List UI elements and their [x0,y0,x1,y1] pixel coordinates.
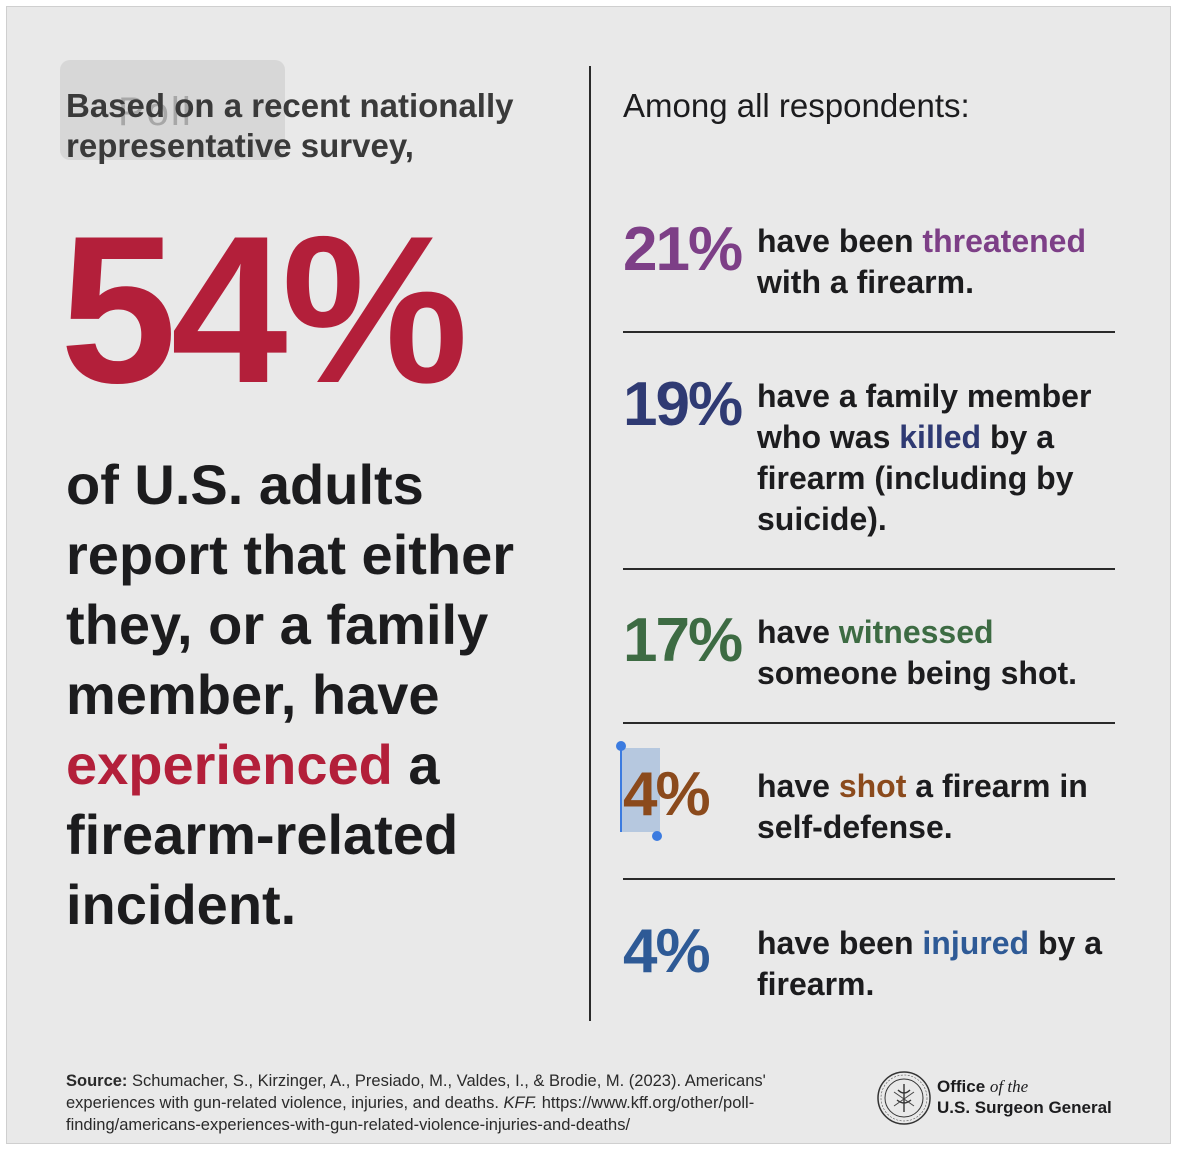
stat-percent[interactable]: 4% [623,760,711,829]
infographic-card [6,6,1171,1144]
stat-text: have a family member who was killed by a… [757,376,1117,540]
stat-text: have witnessed someone being shot. [757,612,1117,694]
stat-text-highlight: injured [922,925,1030,961]
source-label: Source: [66,1072,128,1090]
stat-text-highlight: killed [899,419,982,455]
stat-text-post: someone being shot. [757,655,1078,691]
among-title: Among all respondents: [623,87,970,124]
statement-after: a firearm-related incident. [66,733,459,936]
stat-text: have been threatened with a firearm. [757,221,1117,303]
stat-percent: 17% [623,606,743,675]
source-text: Schumacher, S., Kirzinger, A., Presiado,… [66,1072,766,1112]
office-line1: Office [937,1077,986,1096]
stat-text-post: by a firearm (including by suicide). [757,419,1074,537]
headline-statement: of U.S. adults report that either they, … [66,450,566,940]
stat-divider [623,878,1115,880]
stat-text-highlight: threatened [922,223,1086,259]
source-citation: Source: Schumacher, S., Kirzinger, A., P… [66,1070,846,1136]
stat-percent: 21% [623,215,743,284]
office-line1-small: of the [989,1077,1029,1096]
popup-overlay-text: Poll [118,90,193,134]
text-selection-highlight[interactable] [620,748,660,832]
stat-text-highlight: shot [838,768,907,804]
intro-text: Based on a recent nationally representat… [66,87,514,164]
stat-divider [623,722,1115,724]
stat-percent: 19% [623,370,743,439]
selection-start-handle[interactable] [616,741,626,751]
vertical-divider [589,66,591,1021]
office-logo-text: Office of the U.S. Surgeon General [937,1076,1112,1118]
stat-text-highlight: witnessed [838,614,994,650]
stat-text-pre: have a family member who was [757,378,1092,455]
source-url[interactable]: https://www.kff.org/other/poll-finding/a… [66,1094,755,1134]
stat-text-pre: have been [757,925,914,961]
stat-text-pre: have been [757,223,914,259]
selection-end-handle[interactable] [652,831,662,841]
stat-text-post: by a firearm. [757,925,1102,1002]
stat-text: have been injured by a firearm. [757,923,1117,1005]
stat-text-post: a firearm in self-defense. [757,768,1088,845]
statement-highlight: experienced [66,733,393,796]
surgeon-general-seal-icon [877,1071,931,1125]
stat-text-pre: have [757,768,830,804]
stat-divider [623,331,1115,333]
source-publisher: KFF. [503,1094,538,1112]
office-line2: U.S. Surgeon General [937,1098,1112,1117]
popup-overlay: Poll [60,60,285,160]
statement-before: of U.S. adults report that either they, … [66,453,515,726]
stat-text: have shot a firearm in self-defense. [757,766,1117,848]
stat-text-pre: have [757,614,830,650]
stat-percent: 4% [623,917,711,986]
stat-text-post: with a firearm. [757,264,974,300]
stat-divider [623,568,1115,570]
headline-percent: 54% [60,192,468,427]
